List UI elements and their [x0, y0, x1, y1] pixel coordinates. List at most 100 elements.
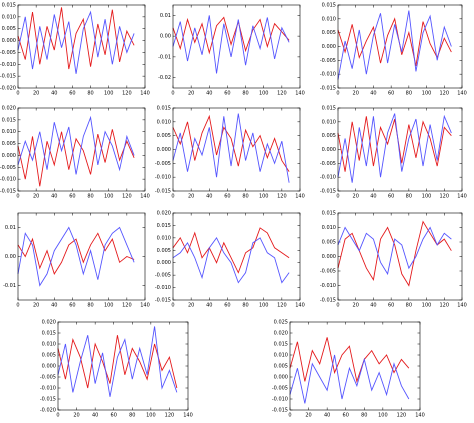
x-tick-label: 40: [92, 413, 98, 419]
plot-area: [18, 5, 145, 88]
x-tick-label: 60: [224, 91, 230, 97]
x-tick-label: 60: [343, 413, 349, 419]
y-tick-label: 0.000: [322, 254, 336, 260]
y-tick-label: -0.010: [0, 177, 16, 183]
x-tick-label: 20: [353, 194, 359, 200]
series-line: [57, 326, 178, 397]
x-tick-label: 60: [69, 91, 75, 97]
x-tick-label: 20: [188, 303, 194, 309]
y-tick-label: -0.010: [0, 62, 16, 68]
y-tick-label: 0.010: [2, 129, 16, 135]
x-tick-label: 20: [33, 194, 39, 200]
x-tick-label: 80: [87, 303, 93, 309]
x-tick-label: 60: [111, 413, 117, 419]
plot-area: [18, 108, 145, 191]
y-tick-label: 0.020: [157, 211, 171, 217]
y-tick-label: -0.005: [0, 50, 16, 56]
y-tick-label: -0.015: [0, 189, 16, 195]
x-tick-label: 100: [104, 91, 114, 97]
y-tick-label: 0.010: [322, 225, 336, 231]
y-tick-label: -0.005: [0, 165, 16, 171]
y-tick-label: -0.020: [0, 86, 16, 92]
series-line: [289, 337, 410, 384]
y-tick-label: 0.000: [2, 38, 16, 44]
x-tick-label: 80: [129, 413, 135, 419]
series-line: [17, 226, 135, 287]
y-tick-label: 0.005: [322, 240, 336, 246]
y-tick-label: -0.005: [155, 273, 171, 279]
x-tick-label: 60: [224, 303, 230, 309]
x-tick-label: 40: [51, 303, 57, 309]
x-tick-label: 140: [140, 303, 150, 309]
x-tick-label: 120: [122, 91, 132, 97]
x-tick-label: 0: [16, 303, 19, 309]
series-line: [17, 232, 135, 275]
y-tick-label: -0.015: [320, 189, 336, 195]
y-tick-label: 0.025: [274, 320, 288, 326]
x-tick-label: 80: [87, 194, 93, 200]
x-tick-label: 80: [406, 194, 412, 200]
y-tick-label: 0.005: [42, 353, 56, 359]
y-tick-label: 0.015: [42, 331, 56, 337]
x-tick-label: 100: [259, 91, 269, 97]
plot-frame: [17, 4, 146, 89]
x-tick-label: 0: [336, 194, 339, 200]
x-tick-label: 20: [188, 194, 194, 200]
x-tick-label: 80: [406, 303, 412, 309]
x-tick-label: 60: [388, 194, 394, 200]
x-tick-label: 100: [422, 194, 432, 200]
x-tick-label: 80: [242, 303, 248, 309]
x-tick-label: 140: [457, 91, 467, 97]
x-tick-label: 20: [305, 413, 311, 419]
y-tick-label: -0.01: [158, 54, 171, 60]
y-tick-label: 0.000: [274, 375, 288, 381]
x-tick-label: 120: [277, 194, 287, 200]
x-tick-label: 20: [188, 91, 194, 97]
y-tick-label: 0.01: [5, 225, 16, 231]
series-line: [172, 227, 290, 274]
y-tick-label: -0.010: [155, 285, 171, 291]
y-tick-label: 0.015: [322, 211, 336, 217]
y-tick-label: 0.000: [42, 364, 56, 370]
y-tick-label: -0.005: [155, 161, 171, 167]
x-tick-label: 100: [104, 303, 114, 309]
series-line: [337, 17, 452, 66]
x-tick-label: 100: [422, 303, 432, 309]
y-tick-label: 0.020: [42, 320, 56, 326]
y-tick-label: 0.010: [274, 353, 288, 359]
plot-frame: [57, 321, 189, 411]
x-tick-label: 0: [288, 413, 291, 419]
y-tick-label: 0.000: [157, 260, 171, 266]
x-tick-label: 40: [206, 194, 212, 200]
y-tick-label: 0.000: [322, 44, 336, 50]
y-tick-label: -0.015: [320, 86, 336, 92]
y-tick-label: 0.010: [157, 235, 171, 241]
y-tick-label: 0.015: [2, 3, 16, 9]
x-tick-label: 60: [388, 303, 394, 309]
x-tick-label: 0: [336, 303, 339, 309]
series-line: [17, 10, 135, 74]
x-tick-label: 20: [33, 303, 39, 309]
x-tick-label: 40: [206, 303, 212, 309]
y-tick-label: -0.015: [272, 408, 288, 414]
plot-frame: [172, 4, 301, 89]
series-line: [337, 220, 452, 287]
plot-area: [173, 213, 300, 300]
y-tick-label: 0.010: [157, 119, 171, 125]
series-line: [172, 15, 290, 74]
y-tick-label: -0.010: [40, 386, 56, 392]
x-tick-label: 80: [406, 91, 412, 97]
y-tick-label: 0.015: [2, 117, 16, 123]
x-tick-label: 0: [171, 303, 174, 309]
series-line: [337, 226, 452, 276]
x-tick-label: 120: [122, 303, 132, 309]
y-tick-label: 0.005: [322, 133, 336, 139]
x-tick-label: 120: [440, 91, 450, 97]
y-tick-label: 0.005: [2, 141, 16, 147]
x-tick-label: 140: [295, 91, 305, 97]
y-tick-label: -0.01: [3, 283, 16, 289]
series-line: [17, 115, 135, 175]
y-tick-label: 0.000: [2, 153, 16, 159]
y-tick-label: 0.000: [157, 147, 171, 153]
y-tick-label: 0.015: [322, 3, 336, 9]
